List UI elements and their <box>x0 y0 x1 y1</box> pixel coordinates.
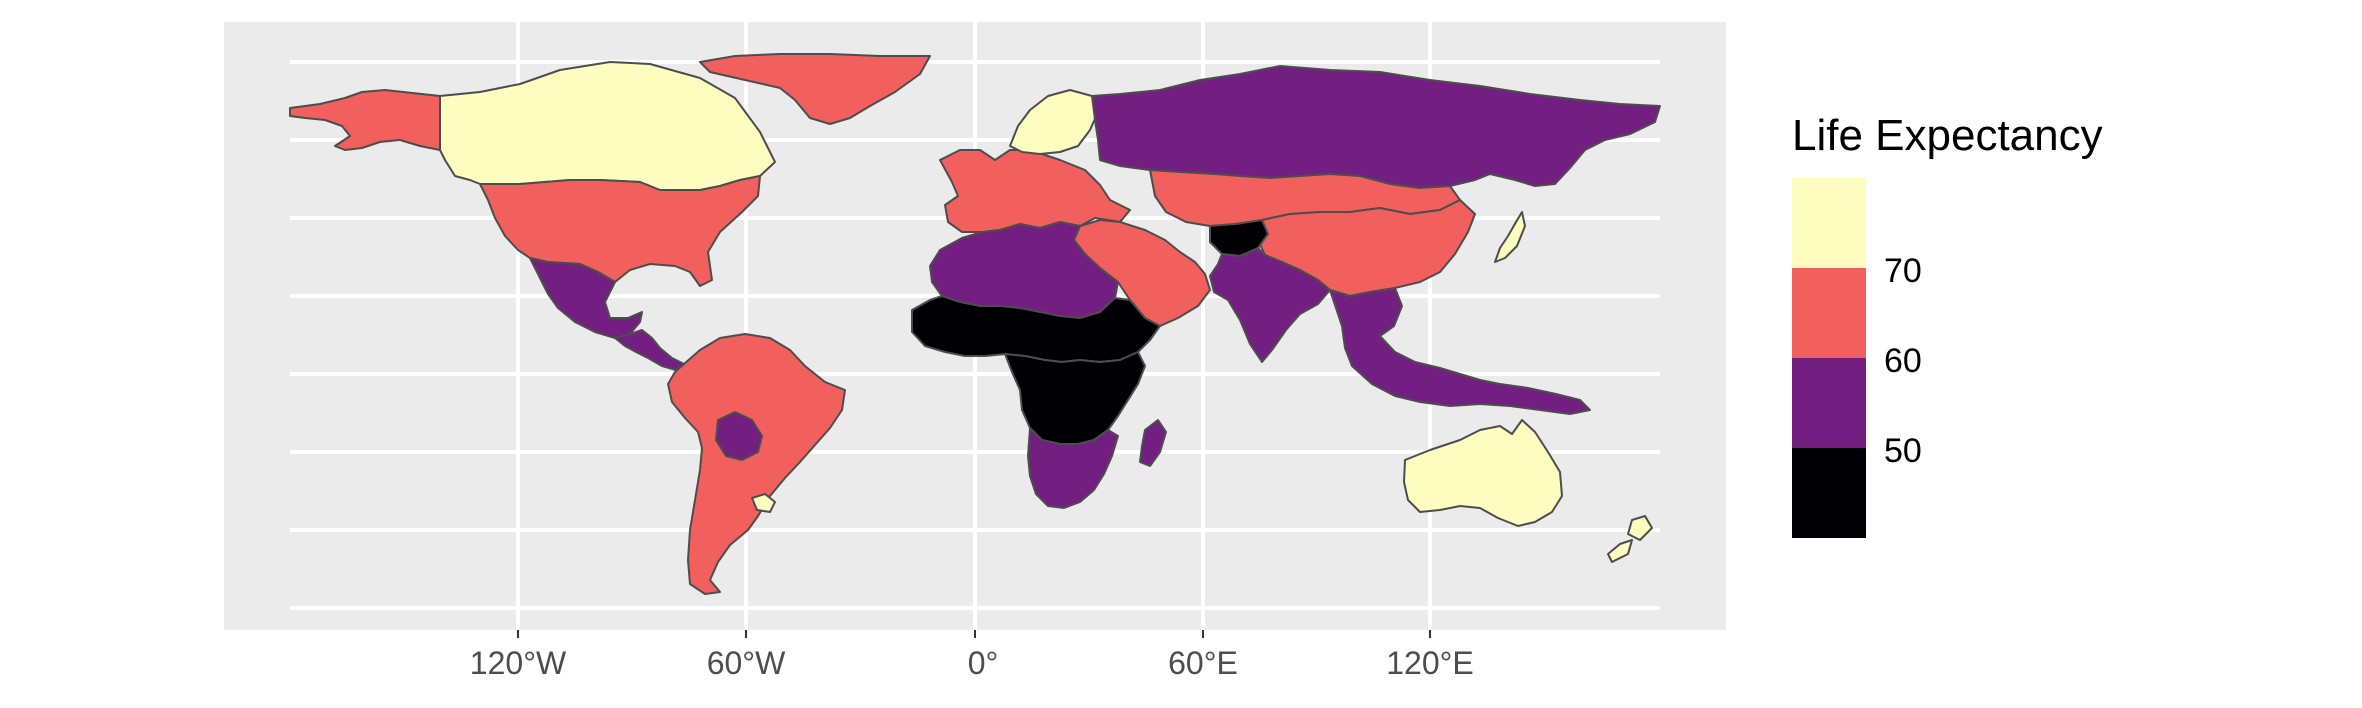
legend-break-label: 50 <box>1884 432 1922 470</box>
legend: Life Expectancy 70 60 50 <box>1792 111 2103 538</box>
legend-swatch <box>1792 358 1866 448</box>
region-south-america <box>667 333 846 595</box>
x-tick-label: 60°E <box>1168 645 1238 681</box>
region-uruguay <box>751 493 776 513</box>
region-mexico <box>529 257 643 339</box>
x-tick-label: 120°E <box>1386 645 1474 681</box>
region-sahel <box>911 295 1161 363</box>
x-tick-label: 120°W <box>470 645 567 681</box>
x-tick-label: 0° <box>968 645 999 681</box>
x-tick-label: 60°W <box>707 645 786 681</box>
legend-title: Life Expectancy <box>1792 111 2103 160</box>
region-madagascar <box>1139 419 1167 467</box>
region-japan <box>1494 211 1526 263</box>
legend-break-label: 70 <box>1884 252 1922 290</box>
region-new-zealand <box>1607 515 1653 563</box>
region-alaska <box>289 89 441 151</box>
legend-break-label: 60 <box>1884 342 1922 380</box>
x-axis: 120°W 60°W 0° 60°E 120°E <box>470 630 1474 681</box>
region-western-europe <box>939 149 1131 233</box>
legend-swatch <box>1792 448 1866 538</box>
region-australia <box>1403 419 1563 527</box>
region-southeast-asia <box>1329 287 1591 415</box>
legend-swatch <box>1792 178 1866 268</box>
legend-swatch <box>1792 268 1866 358</box>
region-india <box>1209 247 1331 363</box>
region-bolivia <box>715 411 763 461</box>
region-central-africa <box>1004 351 1146 445</box>
region-greenland <box>699 53 931 125</box>
region-united-states <box>479 175 761 287</box>
region-southern-africa <box>1027 427 1119 509</box>
